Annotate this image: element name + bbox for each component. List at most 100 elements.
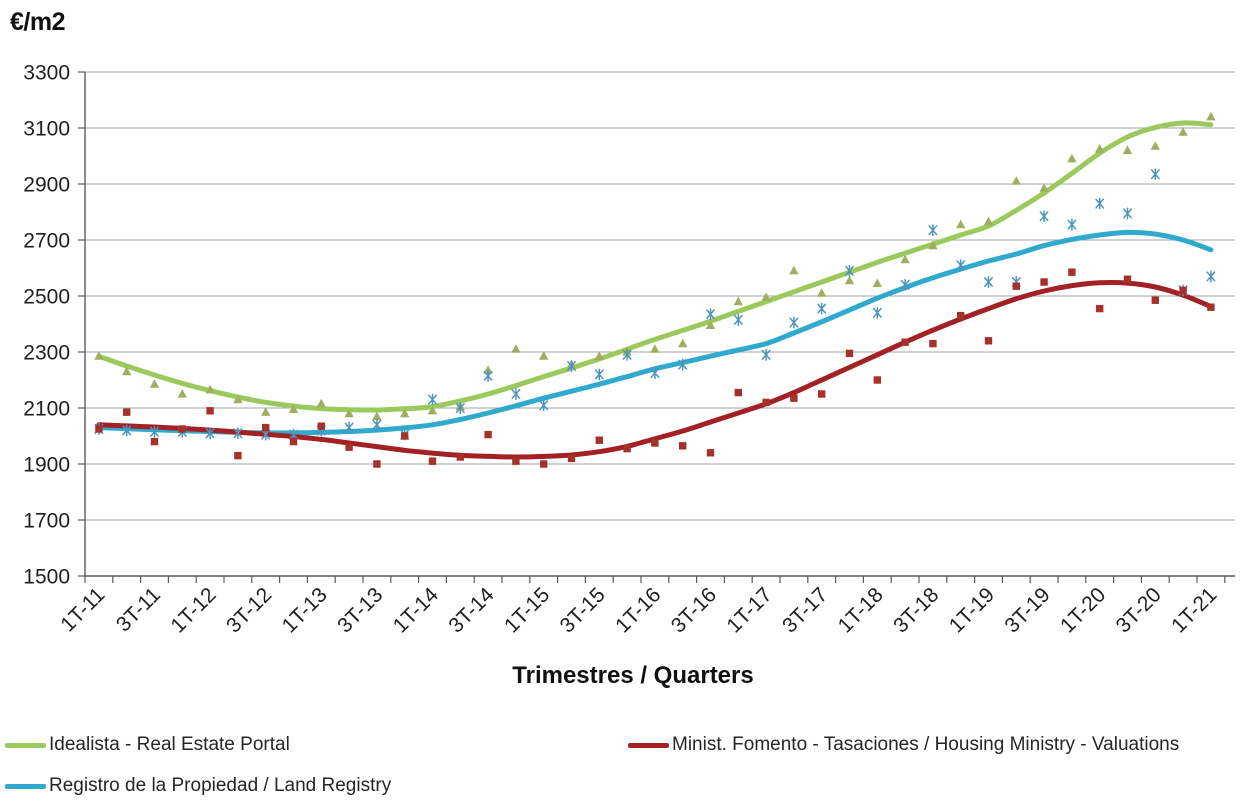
fomento-marker <box>651 439 659 447</box>
fomento-marker <box>623 444 631 453</box>
y-tick-label: 2500 <box>23 286 70 309</box>
registro-marker <box>594 368 604 381</box>
idealista-marker <box>817 288 827 297</box>
fomento-marker <box>1040 278 1048 286</box>
fomento-marker <box>1068 268 1076 276</box>
series-idealista-trendline <box>96 120 1214 413</box>
fomento-marker <box>317 422 325 430</box>
x-tick-label: 1T-20 <box>1056 583 1110 637</box>
registro-marker <box>428 393 437 406</box>
fomento-marker <box>178 425 186 433</box>
idealista-marker <box>233 394 243 404</box>
fomento-marker <box>234 451 242 460</box>
fomento-marker <box>123 408 131 416</box>
registro-marker <box>344 421 354 434</box>
registro-marker <box>205 427 215 440</box>
price-chart: 1500 1700 1900 2100 2300 2500 2700 2900 3100 3300… <box>23 62 1235 638</box>
idealista-marker <box>122 366 132 376</box>
x-tick-label: 1T-11 <box>56 583 109 636</box>
fomento-marker <box>150 437 159 446</box>
idealista-marker <box>789 265 799 275</box>
x-tick-label: 3T-12 <box>222 583 276 637</box>
idealista-marker <box>427 405 438 415</box>
fomento-marker <box>1179 286 1187 295</box>
fomento-marker <box>95 425 103 433</box>
x-tick-label: 3T-17 <box>778 583 832 637</box>
idealista-marker <box>149 379 160 388</box>
y-axis-title: €/m2 <box>10 8 65 36</box>
fomento-marker <box>1096 304 1104 313</box>
x-tick-label: 3T-19 <box>1000 583 1054 637</box>
y-tick-label: 2100 <box>23 398 70 421</box>
idealista-marker <box>372 411 382 420</box>
fomento-marker <box>289 437 298 446</box>
legend-label-fomento: Minist. Fomento - Tasaciones / Housing M… <box>672 734 1180 755</box>
registro-marker <box>733 313 743 326</box>
series-fomento-markers <box>95 268 1215 468</box>
registro-marker <box>1206 270 1216 283</box>
idealista-marker <box>1178 127 1188 136</box>
registro-marker <box>511 388 521 400</box>
registro-marker <box>622 348 632 361</box>
idealista-marker <box>1206 111 1216 121</box>
y-tick-label: 3300 <box>23 62 70 85</box>
legend-line-fomento <box>628 742 669 748</box>
y-tick-label: 1700 <box>23 510 70 533</box>
registro-marker <box>483 369 493 382</box>
registro-marker <box>539 399 549 412</box>
idealista-marker <box>288 404 299 413</box>
fomento-marker <box>1207 303 1215 311</box>
x-tick-label: 1T-16 <box>611 583 665 637</box>
idealista-marker <box>344 408 354 418</box>
registro-marker <box>984 276 993 288</box>
fomento-marker <box>1151 296 1159 304</box>
registro-marker <box>233 427 243 440</box>
fomento-marker <box>762 398 770 407</box>
registro-marker <box>789 316 799 329</box>
registro-marker <box>1150 168 1160 181</box>
fomento-marker <box>262 423 270 432</box>
idealista-marker <box>983 216 994 226</box>
x-tick-label: 3T-20 <box>1112 583 1166 637</box>
registro-marker <box>761 348 771 361</box>
registro-marker <box>928 224 938 237</box>
registro-marker <box>372 418 382 431</box>
x-tick-label: 3T-13 <box>333 583 387 637</box>
fomento-marker <box>1123 275 1132 283</box>
y-tick-label: 1900 <box>23 454 70 477</box>
idealista-marker <box>511 344 521 353</box>
fomento-marker <box>373 460 381 468</box>
idealista-marker <box>705 320 716 329</box>
idealista-marker <box>733 296 743 306</box>
fomento-marker <box>901 338 909 346</box>
idealista-marker <box>872 278 882 287</box>
registro-marker <box>1067 218 1077 231</box>
fomento-marker <box>540 460 548 468</box>
legend-item-registro: Registro de la Propiedad / Land Registry <box>5 775 391 797</box>
idealista-marker <box>316 398 326 408</box>
y-tick-label: 1500 <box>23 566 70 589</box>
y-tick-label: 2700 <box>23 230 70 253</box>
x-tick-label: 1T-13 <box>278 583 332 637</box>
fomento-marker <box>818 390 826 398</box>
idealista-marker <box>1150 141 1160 150</box>
x-tick-label: 1T-14 <box>389 583 443 637</box>
registro-marker <box>1095 197 1105 210</box>
x-tick-label: 3T-14 <box>444 583 498 637</box>
idealista-marker <box>678 338 688 348</box>
legend-item-fomento: Minist. Fomento - Tasaciones / Housing M… <box>628 734 1179 756</box>
registro-marker <box>900 278 910 291</box>
fomento-marker <box>929 339 937 348</box>
fomento-marker <box>1012 282 1020 290</box>
registro-marker <box>956 259 966 272</box>
x-tick-label: 1T-15 <box>500 583 554 637</box>
fomento-marker <box>206 407 214 415</box>
y-axis-labels: 1500 1700 1900 2100 2300 2500 2700 2900 3100 3300 <box>23 62 70 589</box>
x-tick-label: 3T-15 <box>556 583 610 637</box>
fomento-marker <box>790 394 798 402</box>
gridlines <box>85 71 1235 521</box>
registro-marker <box>706 308 715 321</box>
idealista-marker <box>261 407 271 416</box>
idealista-marker <box>1122 145 1133 154</box>
